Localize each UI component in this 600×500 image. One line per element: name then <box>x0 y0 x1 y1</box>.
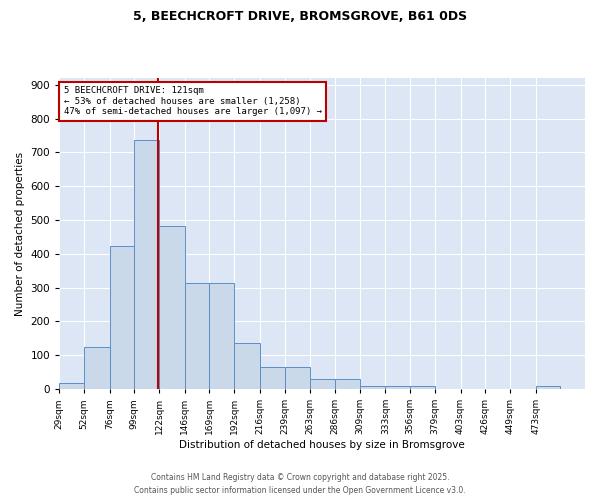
Bar <box>59 383 84 389</box>
Text: 5 BEECHCROFT DRIVE: 121sqm
← 53% of detached houses are smaller (1,258)
47% of s: 5 BEECHCROFT DRIVE: 121sqm ← 53% of deta… <box>64 86 322 117</box>
Bar <box>410 386 435 389</box>
X-axis label: Distribution of detached houses by size in Bromsgrove: Distribution of detached houses by size … <box>179 440 465 450</box>
Text: Contains HM Land Registry data © Crown copyright and database right 2025.
Contai: Contains HM Land Registry data © Crown c… <box>134 474 466 495</box>
Bar <box>260 367 284 389</box>
Bar <box>134 140 159 389</box>
Bar <box>536 386 560 389</box>
Text: 5, BEECHCROFT DRIVE, BROMSGROVE, B61 0DS: 5, BEECHCROFT DRIVE, BROMSGROVE, B61 0DS <box>133 10 467 23</box>
Title: Size of property relative to detached houses in Bromsgrove: Size of property relative to detached ho… <box>0 499 1 500</box>
Bar <box>310 379 335 389</box>
Bar <box>284 367 310 389</box>
Bar <box>185 282 209 389</box>
Bar <box>234 344 260 389</box>
Bar <box>110 246 134 389</box>
Y-axis label: Number of detached properties: Number of detached properties <box>15 152 25 316</box>
Bar <box>335 379 359 389</box>
Bar <box>385 386 410 389</box>
Bar <box>359 386 385 389</box>
Bar <box>209 282 234 389</box>
Bar <box>159 226 185 389</box>
Bar <box>84 347 110 389</box>
